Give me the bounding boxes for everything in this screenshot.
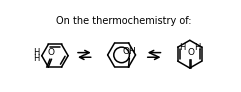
Text: OH: OH <box>122 47 136 56</box>
Text: H: H <box>194 43 200 52</box>
Text: O: O <box>187 48 194 57</box>
Text: O: O <box>48 48 55 57</box>
Text: H: H <box>33 54 40 63</box>
Text: H: H <box>180 43 186 52</box>
Text: On the thermochemistry of:: On the thermochemistry of: <box>56 16 192 26</box>
Text: H: H <box>33 48 40 57</box>
